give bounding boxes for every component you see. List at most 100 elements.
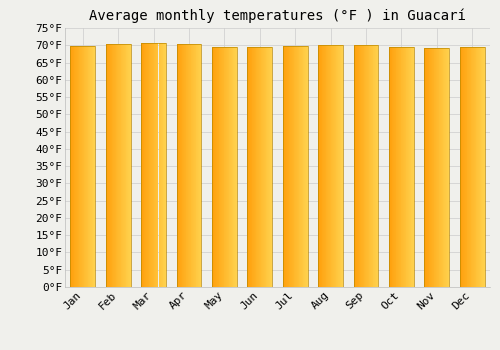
- Bar: [437, 48, 438, 287]
- Bar: [92, 46, 94, 287]
- Bar: [212, 47, 213, 287]
- Bar: [322, 44, 323, 287]
- Bar: [123, 43, 124, 287]
- Bar: [424, 48, 426, 287]
- Bar: [141, 43, 166, 287]
- Bar: [466, 47, 468, 287]
- Bar: [288, 46, 290, 287]
- Bar: [306, 46, 307, 287]
- Bar: [217, 47, 218, 287]
- Bar: [407, 47, 408, 287]
- Bar: [434, 48, 435, 287]
- Bar: [332, 44, 333, 287]
- Bar: [464, 47, 465, 287]
- Bar: [358, 45, 360, 287]
- Bar: [445, 48, 446, 287]
- Bar: [286, 46, 287, 287]
- Bar: [91, 46, 92, 287]
- Bar: [216, 47, 217, 287]
- Bar: [462, 47, 463, 287]
- Bar: [472, 47, 473, 287]
- Bar: [460, 47, 462, 287]
- Bar: [267, 47, 268, 287]
- Bar: [231, 47, 232, 287]
- Bar: [180, 44, 182, 287]
- Bar: [372, 45, 374, 287]
- Bar: [357, 45, 358, 287]
- Bar: [376, 45, 377, 287]
- Bar: [290, 46, 291, 287]
- Bar: [196, 44, 197, 287]
- Bar: [160, 43, 161, 287]
- Bar: [366, 45, 367, 287]
- Bar: [142, 43, 143, 287]
- Bar: [479, 47, 480, 287]
- Bar: [325, 44, 326, 287]
- Bar: [468, 47, 469, 287]
- Bar: [248, 47, 249, 287]
- Bar: [300, 46, 301, 287]
- Bar: [473, 47, 474, 287]
- Bar: [330, 44, 332, 287]
- Bar: [88, 46, 90, 287]
- Bar: [431, 48, 432, 287]
- Bar: [361, 45, 362, 287]
- Bar: [182, 44, 183, 287]
- Bar: [444, 48, 445, 287]
- Bar: [447, 48, 448, 287]
- Bar: [249, 47, 250, 287]
- Bar: [143, 43, 144, 287]
- Bar: [212, 47, 237, 287]
- Bar: [106, 43, 130, 287]
- Bar: [213, 47, 214, 287]
- Bar: [292, 46, 294, 287]
- Bar: [81, 46, 82, 287]
- Bar: [230, 47, 231, 287]
- Bar: [302, 46, 304, 287]
- Bar: [151, 43, 152, 287]
- Bar: [265, 47, 266, 287]
- Bar: [432, 48, 434, 287]
- Bar: [122, 43, 123, 287]
- Bar: [218, 47, 220, 287]
- Bar: [232, 47, 234, 287]
- Bar: [120, 43, 122, 287]
- Bar: [333, 44, 334, 287]
- Bar: [115, 43, 116, 287]
- Bar: [147, 43, 148, 287]
- Bar: [323, 44, 324, 287]
- Bar: [110, 43, 112, 287]
- Bar: [320, 44, 322, 287]
- Bar: [200, 44, 202, 287]
- Bar: [179, 44, 180, 287]
- Bar: [255, 47, 256, 287]
- Bar: [158, 43, 160, 287]
- Bar: [336, 44, 337, 287]
- Bar: [214, 47, 216, 287]
- Bar: [262, 47, 263, 287]
- Bar: [296, 46, 297, 287]
- Bar: [364, 45, 365, 287]
- Bar: [395, 47, 396, 287]
- Bar: [228, 47, 230, 287]
- Bar: [226, 47, 227, 287]
- Bar: [193, 44, 194, 287]
- Bar: [189, 44, 190, 287]
- Bar: [304, 46, 305, 287]
- Bar: [256, 47, 258, 287]
- Bar: [225, 47, 226, 287]
- Bar: [435, 48, 436, 287]
- Bar: [268, 47, 269, 287]
- Bar: [84, 46, 85, 287]
- Bar: [194, 44, 196, 287]
- Bar: [155, 43, 156, 287]
- Bar: [403, 47, 404, 287]
- Bar: [220, 47, 221, 287]
- Bar: [428, 48, 430, 287]
- Bar: [71, 46, 72, 287]
- Bar: [424, 48, 450, 287]
- Bar: [253, 47, 254, 287]
- Bar: [474, 47, 475, 287]
- Bar: [438, 48, 440, 287]
- Bar: [291, 46, 292, 287]
